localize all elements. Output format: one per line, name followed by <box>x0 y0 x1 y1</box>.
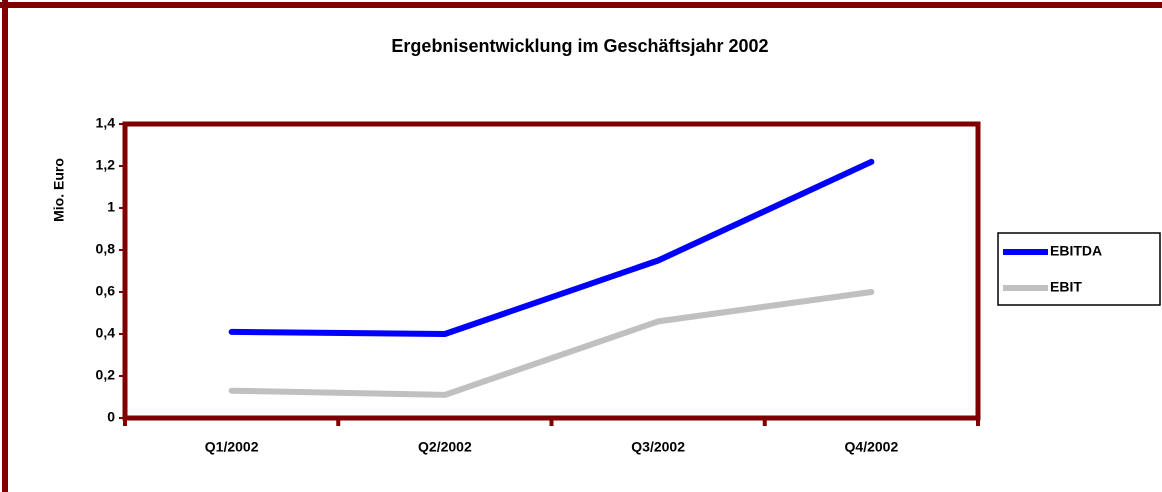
y-tick-label: 1,2 <box>96 157 116 173</box>
legend-box <box>997 232 1161 306</box>
x-tick-label: Q2/2002 <box>418 439 472 455</box>
y-tick-label: 0 <box>107 409 115 425</box>
series-line <box>228 158 875 337</box>
y-tick-label: 1 <box>107 199 115 215</box>
plot-frame <box>122 121 981 421</box>
y-axis-label: Mio. Euro <box>51 158 67 222</box>
series-line <box>228 289 875 398</box>
y-tick-label: 0,4 <box>96 325 116 341</box>
legend-label: EBITDA <box>1050 243 1102 259</box>
x-tick-label: Q1/2002 <box>205 439 259 455</box>
y-tick-label: 1,4 <box>96 115 116 131</box>
legend-label: EBIT <box>1050 279 1082 295</box>
x-tick-label: Q3/2002 <box>631 439 685 455</box>
chart-title: Ergebnisentwicklung im Geschäftsjahr 200… <box>391 36 768 56</box>
y-tick-label: 0,6 <box>96 283 116 299</box>
y-tick-label: 0,8 <box>96 241 116 257</box>
x-tick-label: Q4/2002 <box>845 439 899 455</box>
y-tick-label: 0,2 <box>96 367 116 383</box>
